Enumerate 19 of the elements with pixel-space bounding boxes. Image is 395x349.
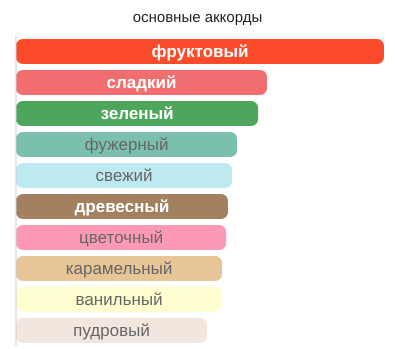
y-tick-label: цветочный bbox=[79, 228, 164, 247]
y-tick-label: карамельный bbox=[66, 259, 172, 278]
bar bbox=[16, 132, 238, 157]
bar bbox=[16, 287, 222, 312]
y-tick-label: пудровый bbox=[73, 321, 150, 340]
y-tick-label: сладкий bbox=[106, 73, 176, 92]
y-tick-label: зеленый bbox=[100, 104, 174, 123]
y-tick-label: фужерный bbox=[84, 135, 169, 154]
bar bbox=[16, 39, 384, 64]
bar bbox=[16, 163, 232, 188]
y-tick-label: свежий bbox=[96, 166, 152, 185]
bar bbox=[16, 70, 267, 95]
y-tick-label: фруктовый bbox=[152, 42, 248, 61]
y-tick-label: древесный bbox=[74, 197, 170, 216]
y-tick-label: ванильный bbox=[76, 290, 163, 309]
bar bbox=[16, 101, 258, 126]
bar bbox=[16, 225, 226, 250]
chart-title: основные аккорды bbox=[132, 8, 264, 28]
bar bbox=[16, 318, 207, 343]
